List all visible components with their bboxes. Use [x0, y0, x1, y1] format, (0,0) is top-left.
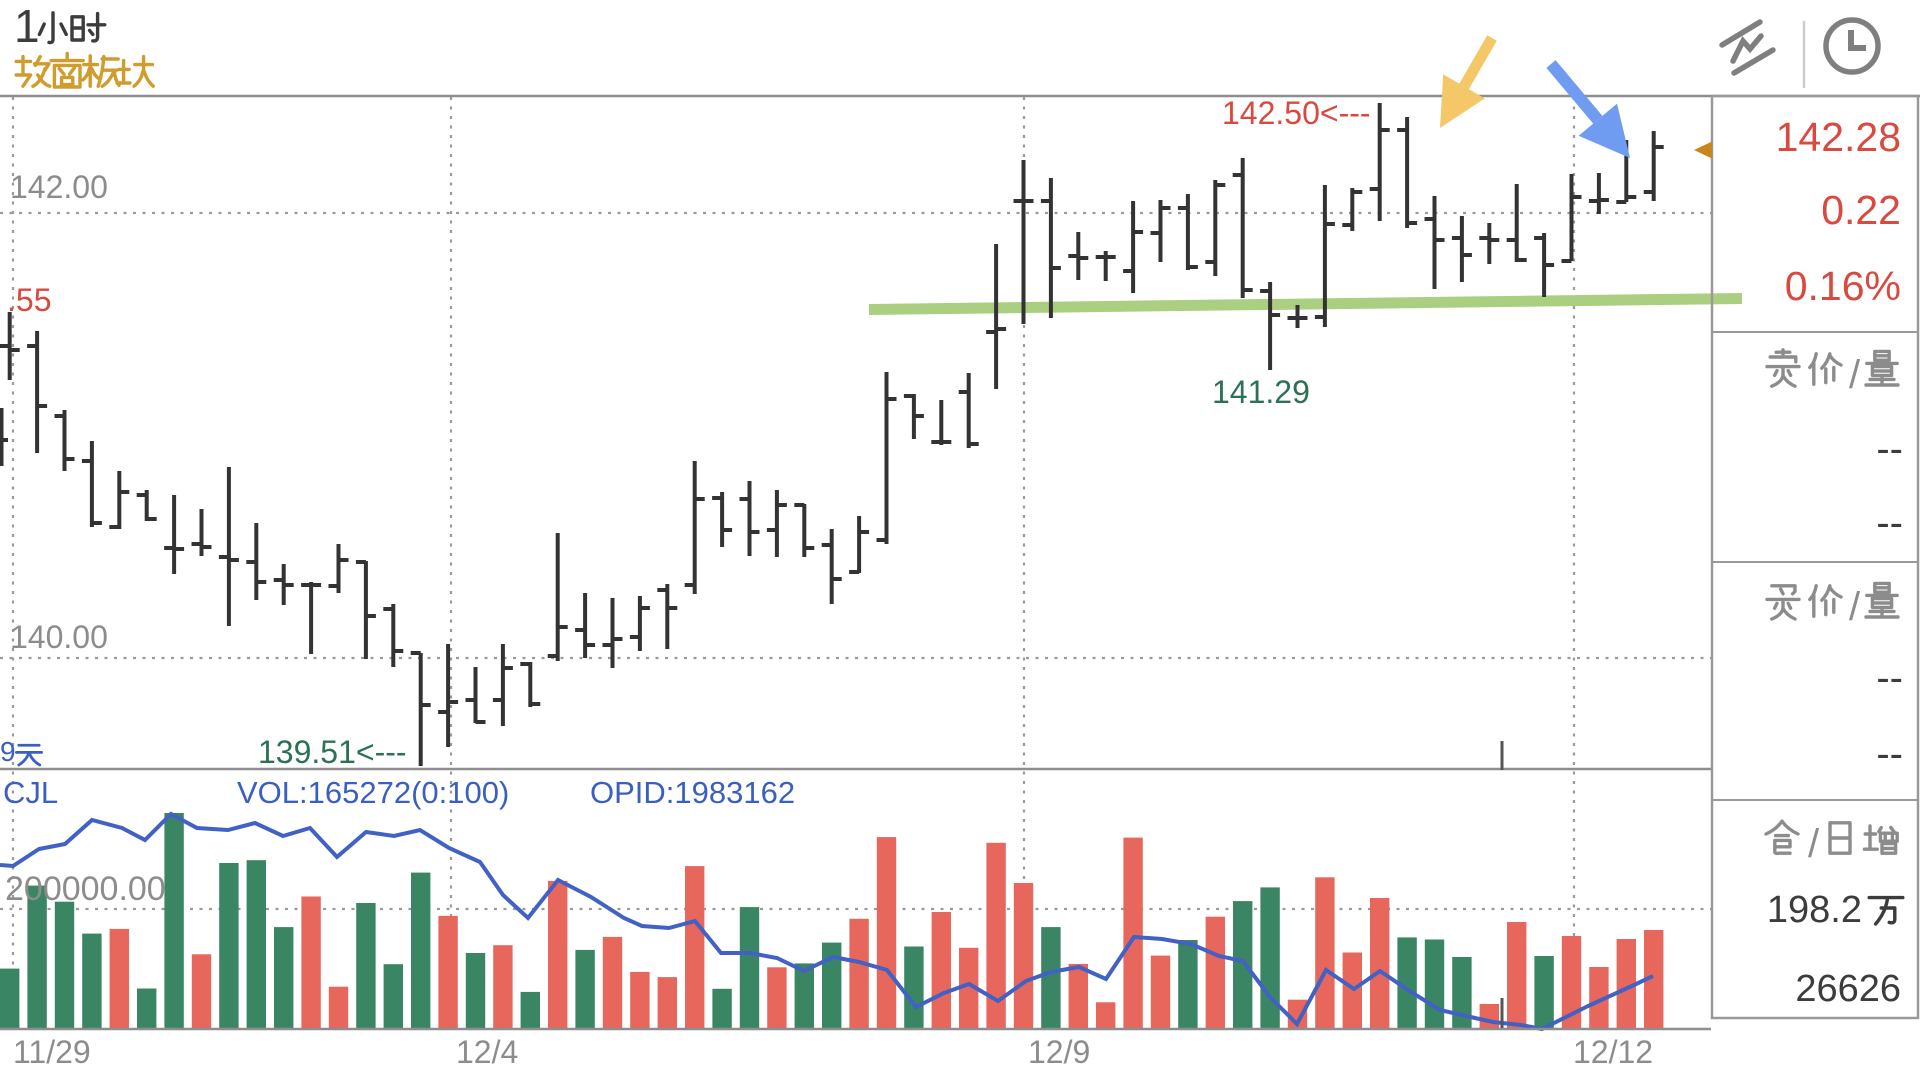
svg-text:VOL:165272(0:100): VOL:165272(0:100) — [237, 775, 509, 810]
svg-text:142.28: 142.28 — [1776, 114, 1901, 160]
svg-text:1: 1 — [14, 0, 40, 52]
svg-text:12/9: 12/9 — [1028, 1034, 1090, 1070]
svg-text:139.51<---: 139.51<--- — [258, 734, 407, 770]
svg-text:142.00: 142.00 — [10, 169, 108, 205]
svg-text:142.50<---: 142.50<--- — [1222, 95, 1371, 131]
svg-text:0.16%: 0.16% — [1785, 263, 1901, 309]
svg-text:--: -- — [1876, 501, 1903, 545]
svg-text:CJL: CJL — [3, 775, 58, 810]
svg-text:200000.00: 200000.00 — [5, 870, 166, 908]
svg-text:140.00: 140.00 — [10, 619, 108, 655]
svg-text:/: / — [1849, 353, 1861, 397]
svg-text:26626: 26626 — [1795, 968, 1901, 1010]
svg-text:.55: .55 — [7, 282, 51, 318]
svg-text:/: / — [1808, 822, 1820, 866]
svg-text:198.2: 198.2 — [1767, 889, 1862, 931]
svg-text:/: / — [1849, 585, 1861, 629]
svg-text:--: -- — [1876, 427, 1903, 471]
svg-text:11/29: 11/29 — [13, 1034, 91, 1070]
svg-text:--: -- — [1876, 732, 1903, 776]
svg-text:0.22: 0.22 — [1821, 187, 1901, 233]
svg-text:--: -- — [1876, 656, 1903, 700]
svg-text:12/4: 12/4 — [456, 1034, 518, 1070]
svg-text:9: 9 — [0, 736, 16, 767]
svg-text:OPID:1983162: OPID:1983162 — [590, 775, 795, 810]
svg-text:12/12: 12/12 — [1573, 1034, 1653, 1070]
svg-text:141.29: 141.29 — [1212, 374, 1310, 410]
